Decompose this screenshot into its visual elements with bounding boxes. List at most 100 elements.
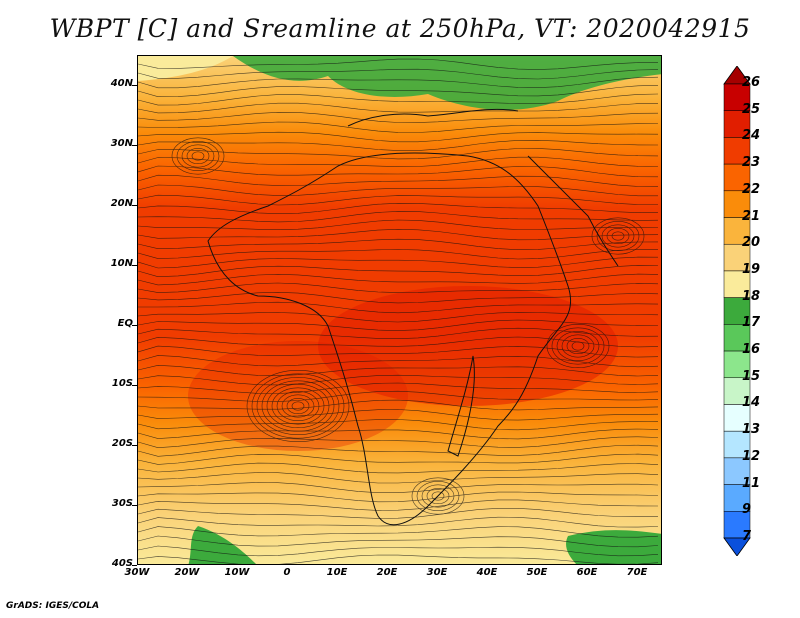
streamline [138,336,659,348]
lon-label: 10E [326,567,348,578]
streamline [138,291,659,304]
lon-label: 0 [283,567,291,578]
colorbar-segment [723,243,751,272]
vortex-streamline [431,491,445,501]
colorbar-segment [723,163,751,192]
streamline [138,148,659,160]
vortex-streamline [286,398,310,414]
colorbar-segment [723,350,751,379]
colorbar-label: 15 [742,368,761,384]
streamline [138,76,659,89]
credit-label: GrADS: IGES/COLA [6,601,100,611]
colorbar-label: 24 [742,128,761,144]
vortex-streamline [276,391,320,421]
lon-label: 50E [526,567,548,578]
streamline [138,121,659,133]
streamline [138,228,659,241]
vortex-streamline [611,231,625,241]
vortex-streamline [591,217,645,255]
vortex-streamline [271,387,325,425]
lat-label: 30N [110,138,133,149]
streamline [138,444,659,457]
vortex-streamline [606,228,630,244]
colorbar-segment [723,137,751,165]
warm-core-east [318,286,618,406]
streamline [138,462,659,474]
colorbar-bottom-arrow [723,537,751,556]
streamline [138,68,659,80]
colorbar-segment [723,110,751,138]
streamline [138,264,659,278]
lon-label: 20E [376,567,398,578]
streamline [138,382,659,394]
lat-tick [132,265,137,266]
colorbar-label: 19 [742,261,761,277]
vortex-streamline [291,401,305,411]
streamline [138,219,659,230]
lat-label: 20S [111,438,133,449]
warm-core-south [188,341,408,451]
streamline [138,102,659,114]
vortex-streamline [566,338,590,354]
lon-label: 40E [476,567,498,578]
lat-label: 30S [111,498,133,509]
colorbar-label: 25 [742,101,761,117]
streamline [138,419,659,431]
streamline [138,355,659,368]
colorbar-label: 14 [742,395,761,411]
streamline [138,453,659,465]
colorbar-segment [723,297,751,325]
lat-label: 10S [111,378,133,389]
colorbar-segment [723,377,751,405]
streamline [138,238,659,251]
colorbar-label: 16 [742,342,761,358]
vortex-streamline [546,324,610,368]
colorbar-segment [723,324,751,352]
vortex-streamline [281,394,315,418]
vortex-streamline [256,377,340,435]
map-panel [137,55,662,565]
streamline [138,184,658,197]
streamline [138,301,659,314]
lon-label: 10W [224,567,250,578]
streamline [138,139,659,151]
cool-region-north [233,56,661,110]
streamline [138,399,659,411]
streamline [138,131,659,143]
lat-label: 40N [110,78,133,89]
colorbar-segment [723,83,751,111]
streamline [138,508,659,519]
streamline [138,85,659,98]
streamline [138,526,659,538]
vortex-streamline [596,221,640,251]
vortex-streamline [186,148,210,164]
lat-label: EQ [117,318,133,329]
streamline [138,545,659,557]
chart-title: WBPT [C] and Sreamline at 250hPa, VT: 20… [49,14,751,43]
streamline [138,390,659,402]
lat-tick [132,145,137,146]
streamline [138,499,659,511]
streamline [138,428,659,440]
vortex-streamline [561,334,595,358]
streamline [138,535,659,548]
colorbar-label: 7 [742,529,752,544]
streamline [138,364,659,377]
streamline [138,319,659,331]
cool-region-south-east [566,530,661,564]
streamline [138,554,659,564]
colorbar-label: 11 [742,475,761,491]
lat-tick [132,325,137,326]
vortex-streamline [246,370,350,442]
vortex-streamline [551,327,605,365]
vortex-streamline [421,484,455,508]
colorbar-label: 23 [742,155,761,171]
streamline [138,202,659,215]
colorbar-label: 17 [742,315,761,331]
streamline [138,174,659,187]
vortex-streamline [181,144,215,168]
cool-region-northwest [138,56,233,81]
lat-tick [132,445,137,446]
streamline [138,482,659,493]
lat-label: 10N [110,258,133,269]
